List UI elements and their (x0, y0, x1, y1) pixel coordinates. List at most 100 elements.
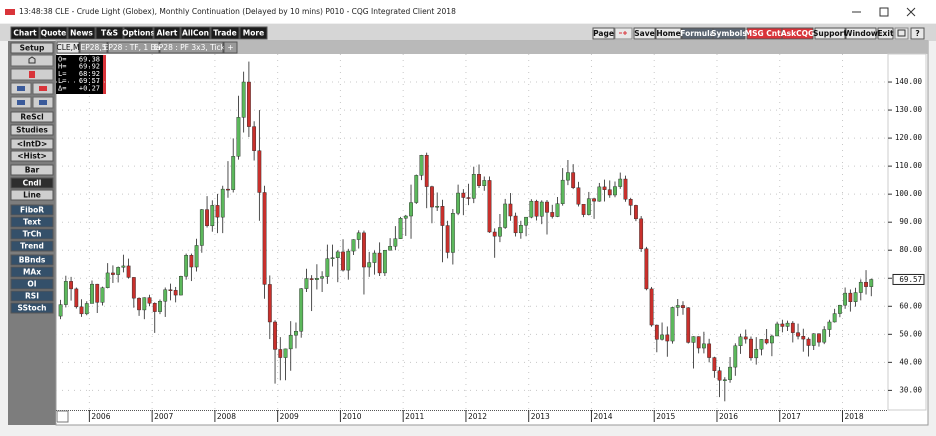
candle-body (691, 336, 696, 343)
toolbar-button[interactable] (95, 26, 124, 40)
candle-body (660, 334, 664, 340)
candle-body (728, 366, 732, 380)
candle-body (283, 348, 288, 358)
candle-body (498, 227, 502, 237)
sidebar-button[interactable] (10, 111, 54, 123)
x-tick-label: 2006 (91, 412, 110, 421)
sidebar-label: ReScl (20, 113, 43, 122)
candle-body (696, 336, 701, 349)
page-icon (619, 31, 627, 35)
sidebar-button[interactable] (10, 138, 54, 150)
candle-body (545, 201, 549, 213)
toolbar-button[interactable] (655, 27, 682, 40)
toolbar-button[interactable] (592, 27, 615, 40)
toolbar-label: Chart (13, 29, 37, 38)
toolbar-button[interactable] (123, 26, 154, 40)
candle-body (74, 288, 79, 308)
candle-body (393, 238, 398, 247)
toolbar-button[interactable] (845, 27, 877, 40)
candle-body (644, 248, 649, 290)
layout-button[interactable] (894, 27, 909, 40)
candle-body (226, 188, 230, 191)
candle-body (388, 246, 393, 251)
y-tick-label: 140.00 (895, 77, 923, 86)
sidebar-label: <Hist> (17, 152, 46, 161)
toolbar-button[interactable] (210, 26, 240, 40)
candle-body (571, 172, 576, 188)
quote-label: H= (58, 63, 66, 71)
sidebar-button[interactable] (10, 228, 54, 240)
sidebar-button[interactable] (10, 290, 54, 302)
candle-body (189, 255, 194, 268)
sidebar-button[interactable] (10, 216, 54, 228)
candle-body (466, 197, 471, 199)
tab-button[interactable] (107, 41, 160, 54)
tab-button[interactable] (159, 41, 224, 54)
quote-label: L= (58, 77, 66, 85)
close-button[interactable] (906, 7, 916, 17)
toolbar-button[interactable] (10, 26, 40, 40)
candle-body (477, 174, 481, 186)
sidebar-button[interactable] (10, 240, 54, 252)
window-title: 13:48:38 CLE - Crude Light (Globex), Mon… (19, 7, 456, 16)
toolbar-button[interactable] (633, 27, 656, 40)
candle-body (581, 204, 586, 215)
candle-body (613, 186, 617, 196)
tab-button[interactable] (56, 41, 80, 54)
candle-body (294, 331, 298, 336)
candle-body (602, 186, 607, 190)
candle-body (84, 303, 89, 315)
x-tick-label: 2018 (845, 412, 864, 421)
toolbar-button[interactable] (712, 27, 746, 40)
sidebar-button[interactable] (10, 254, 54, 266)
candle-body (257, 150, 262, 193)
candle-body (435, 206, 440, 208)
home-icon-button[interactable] (10, 54, 54, 67)
sidebar-button[interactable] (10, 204, 54, 216)
sidebar-button[interactable] (10, 124, 54, 136)
sidebar-button[interactable] (10, 164, 54, 176)
toolbar-button[interactable] (153, 26, 181, 40)
y-tick-label: 40.00 (899, 357, 922, 366)
toolbar-label: More (243, 29, 264, 38)
toolbar-button[interactable] (180, 26, 211, 40)
candle-body (194, 245, 199, 268)
sidebar-button[interactable] (10, 302, 54, 314)
tab-button[interactable] (223, 41, 238, 54)
candle-body (503, 203, 508, 228)
sidebar-button[interactable] (10, 278, 54, 290)
maximize-button[interactable] (879, 7, 889, 17)
x-tick-label: 2016 (719, 412, 738, 421)
sidebar-button[interactable] (10, 150, 54, 162)
toolbar-button[interactable] (39, 26, 68, 40)
tab-button[interactable] (79, 41, 108, 54)
sidebar-label: Setup (20, 44, 45, 53)
toolbar-button[interactable] (814, 27, 846, 40)
x-tick-label: 2007 (154, 412, 173, 421)
candle-body (63, 281, 68, 305)
toolbar-button[interactable] (910, 27, 925, 40)
candle-body (58, 304, 63, 317)
sidebar-button[interactable] (10, 42, 54, 54)
candle-body (649, 288, 654, 326)
candle-body (743, 336, 748, 340)
candle-body (858, 281, 863, 293)
candle-body (817, 333, 821, 343)
toolbar-button[interactable] (67, 26, 96, 40)
candle-body (210, 205, 215, 227)
y-tick-label: 110.00 (895, 161, 923, 170)
candle-body (137, 297, 141, 311)
toolbar-button[interactable] (239, 26, 268, 40)
sidebar-button[interactable] (10, 177, 54, 189)
candle-body (330, 257, 335, 259)
sidebar-button[interactable] (10, 266, 54, 278)
symbol-icon (29, 71, 35, 78)
candle-body (550, 212, 555, 217)
candle-body (450, 213, 455, 253)
sidebar-button[interactable] (10, 189, 54, 201)
toolbar-button[interactable] (877, 27, 894, 40)
candle-body (524, 216, 528, 226)
toolbar-button[interactable] (781, 27, 814, 40)
toolbar-label: Exit (877, 29, 894, 38)
